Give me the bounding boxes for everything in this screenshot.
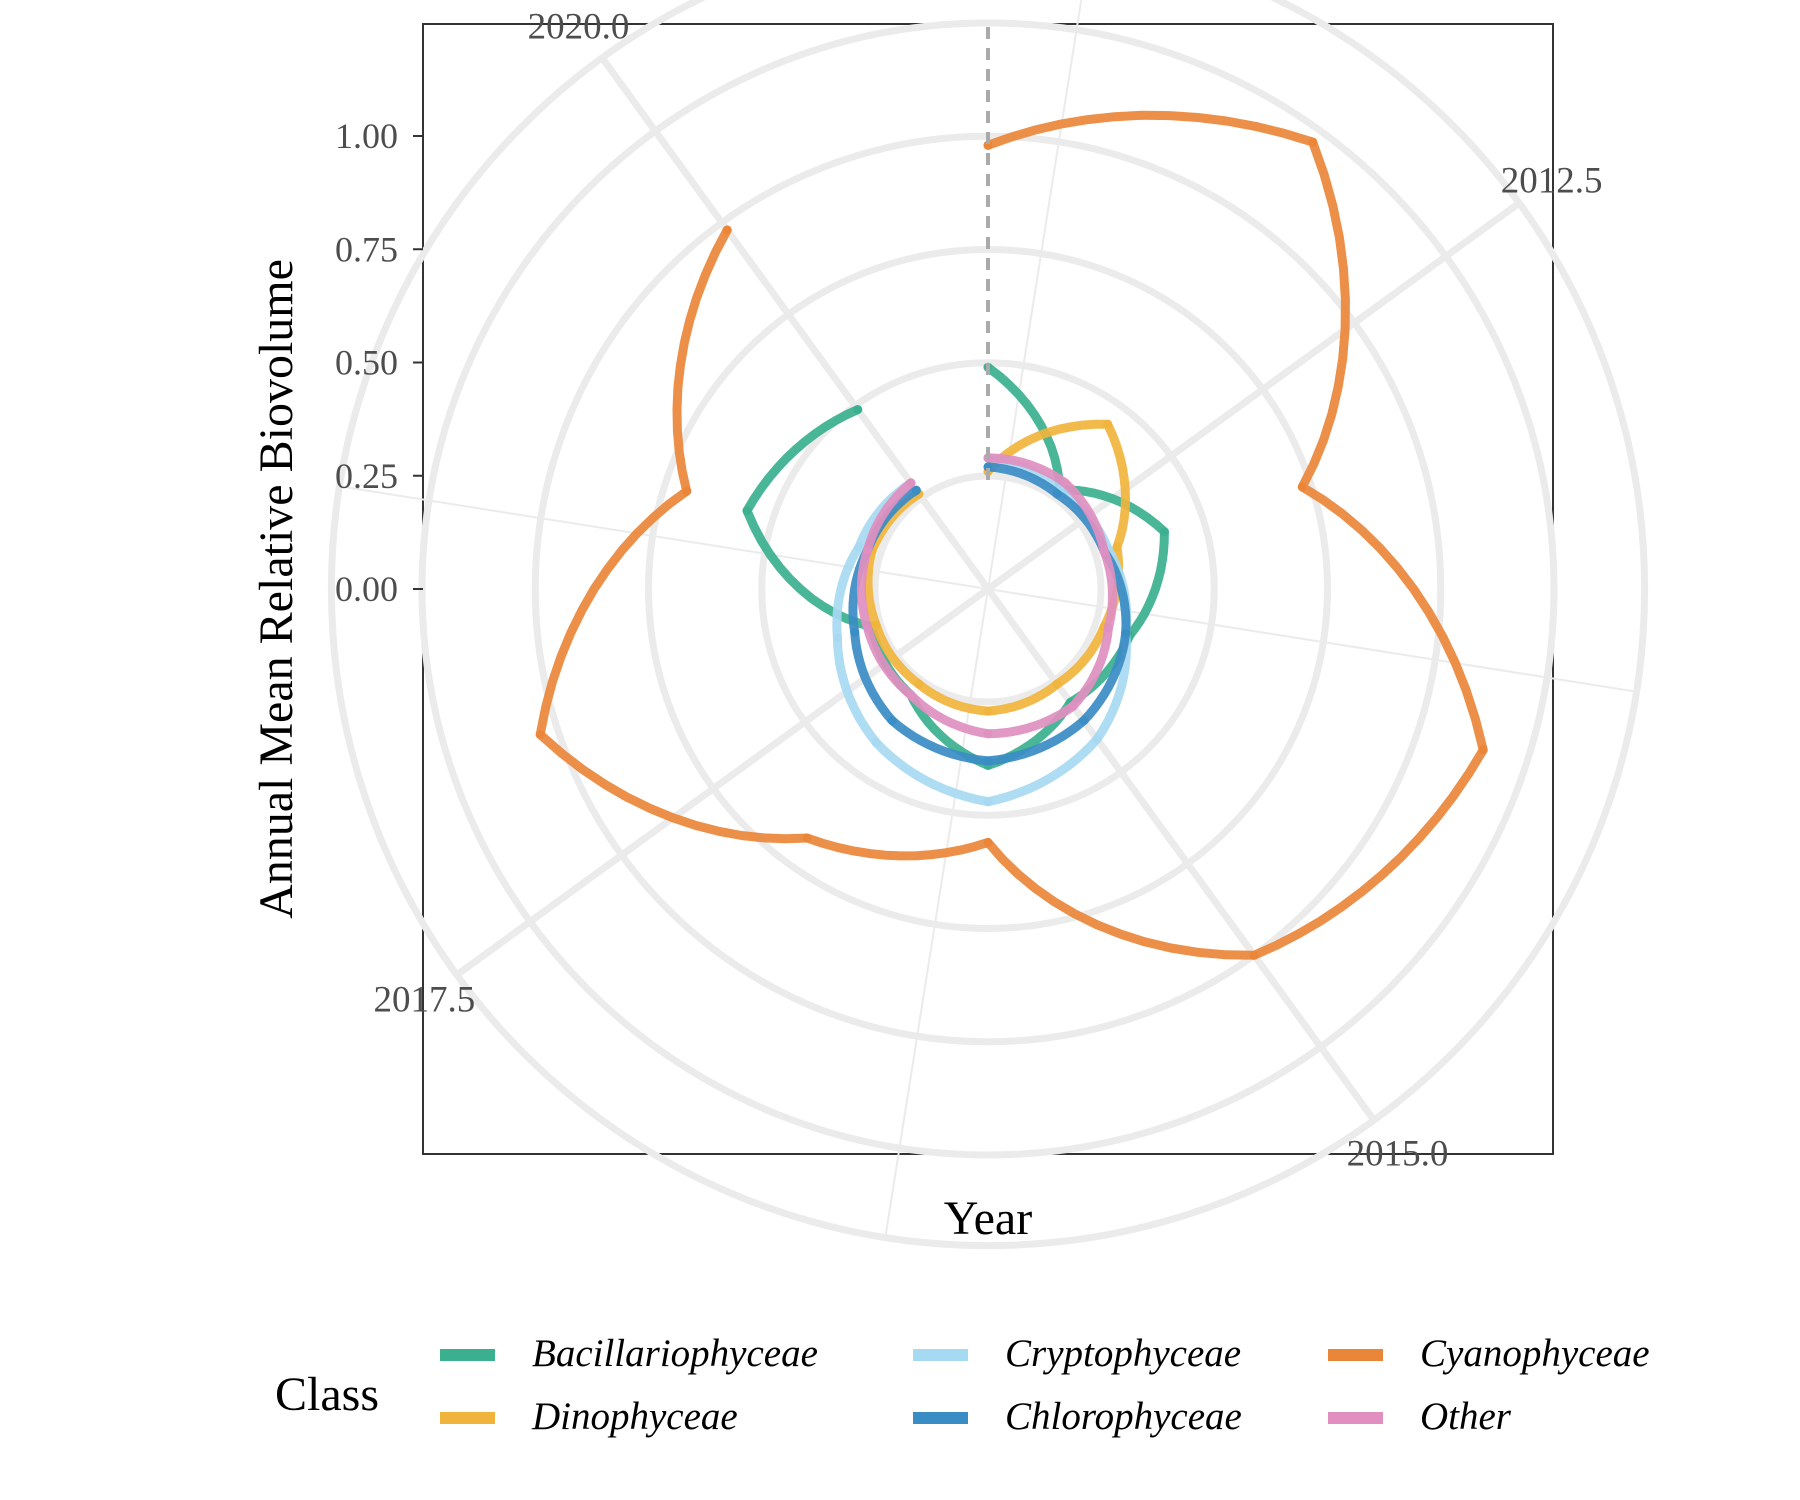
data-point-cryptophyceae [871, 738, 881, 748]
data-point-bacillariophyceae [742, 506, 752, 516]
data-point-chlorophyceae [850, 627, 860, 637]
legend-title: Class [275, 1368, 379, 1421]
angle-tick-label: 2015.0 [1347, 1134, 1449, 1175]
legend-label: Cryptophyceae [1005, 1332, 1241, 1375]
data-point-chlorophyceae [983, 756, 993, 766]
data-point-bacillariophyceae [1159, 527, 1169, 537]
legend-item: Other [1328, 1395, 1512, 1438]
data-point-cryptophyceae [1092, 734, 1102, 744]
angular-grid-line-minor [987, 0, 1083, 590]
data-point-dinophyceae [871, 620, 881, 630]
data-point-cyanophyceae [802, 833, 812, 843]
y-tick-label: 0.75 [335, 229, 398, 269]
series-lines [535, 23, 1488, 960]
y-tick-label: 0.00 [335, 569, 398, 609]
data-point-chlorophyceae [1079, 716, 1089, 726]
legend-item: Cyanophyceae [1328, 1332, 1650, 1375]
legend-label: Bacillariophyceae [532, 1332, 818, 1375]
data-point-cyanophyceae [1297, 482, 1307, 492]
series-line-bacillariophyceae [742, 362, 1169, 770]
y-tick-label: 0.50 [335, 343, 398, 383]
legend-label: Dinophyceae [531, 1395, 738, 1438]
legend: Class Bacillariophyceae Cryptophyceae Cyan… [275, 1332, 1650, 1438]
data-point-other [1068, 701, 1078, 711]
series-line-dinophyceae [863, 419, 1130, 716]
data-point-cyanophyceae [1308, 137, 1318, 147]
data-point-chlorophyceae [1121, 629, 1131, 639]
legend-label: Other [1420, 1395, 1512, 1438]
radial-grid-circle [758, 359, 1218, 819]
y-tick-label: 0.25 [335, 456, 398, 496]
data-point-cyanophyceae [535, 730, 545, 739]
angular-grid-line-minor [987, 588, 1637, 693]
angular-grid-line-major [985, 586, 1377, 1123]
x-axis-title: Year [944, 1192, 1032, 1245]
angular-grid-line-major [985, 200, 1522, 592]
data-point-cyanophyceae [1478, 745, 1488, 755]
data-point-other [906, 478, 916, 488]
data-point-bacillariophyceae [853, 405, 863, 415]
angle-tick-label: 2020.0 [528, 6, 630, 47]
data-point-dinophyceae [983, 706, 993, 716]
data-point-cyanophyceae [983, 837, 993, 847]
angular-grid-line-minor [339, 485, 989, 590]
series-line-other [856, 453, 1117, 739]
legend-item: Cryptophyceae [913, 1332, 1241, 1375]
data-point-dinophyceae [1112, 542, 1122, 552]
radial-grid-circle-outer [328, 0, 1648, 1249]
data-point-other [983, 729, 993, 739]
data-point-other [1099, 546, 1109, 556]
data-point-chlorophyceae [887, 716, 897, 726]
data-point-other [863, 545, 873, 555]
data-point-cyanophyceae [983, 140, 993, 150]
legend-item: Bacillariophyceae [440, 1332, 818, 1375]
data-point-cryptophyceae [854, 542, 864, 552]
series-line-chlorophyceae [848, 462, 1131, 766]
radial-grid-circle [645, 246, 1331, 932]
data-point-other [1060, 478, 1070, 488]
angular-grid-line-minor [884, 588, 989, 1238]
data-point-cyanophyceae [1249, 950, 1259, 960]
data-point-dinophyceae [914, 679, 924, 689]
angle-tick-label: 2012.5 [1501, 161, 1603, 202]
data-point-chlorophyceae [911, 485, 921, 495]
data-point-chlorophyceae [983, 462, 993, 472]
angular-grid-line-major [599, 55, 991, 592]
data-point-cyanophyceae [722, 225, 732, 235]
y-tick-label: 1.00 [335, 116, 398, 156]
data-point-other [906, 690, 916, 700]
legend-label: Chlorophyceae [1005, 1395, 1242, 1438]
angle-tick-labels: 2012.5 2015.0 2017.5 2020.0 [374, 6, 1603, 1174]
angular-grid-line-major [454, 586, 991, 978]
y-axis: 0.00 0.25 0.50 0.75 1.00 [335, 116, 423, 609]
legend-label: Cyanophyceae [1420, 1332, 1650, 1375]
data-point-dinophyceae [1052, 679, 1062, 689]
y-axis-title: Annual Mean Relative Biovolume [250, 259, 303, 919]
data-point-chlorophyceae [1052, 489, 1062, 499]
series-line-cyanophyceae [535, 110, 1488, 960]
legend-item: Chlorophyceae [913, 1395, 1242, 1438]
data-point-cyanophyceae [682, 486, 692, 496]
data-point-other [863, 623, 873, 633]
data-point-other [1103, 623, 1113, 633]
data-point-cryptophyceae [832, 633, 842, 643]
data-point-cryptophyceae [983, 797, 993, 807]
legend-item: Dinophyceae [440, 1395, 738, 1438]
data-point-dinophyceae [1103, 419, 1113, 429]
angle-tick-label: 2017.5 [374, 980, 476, 1021]
